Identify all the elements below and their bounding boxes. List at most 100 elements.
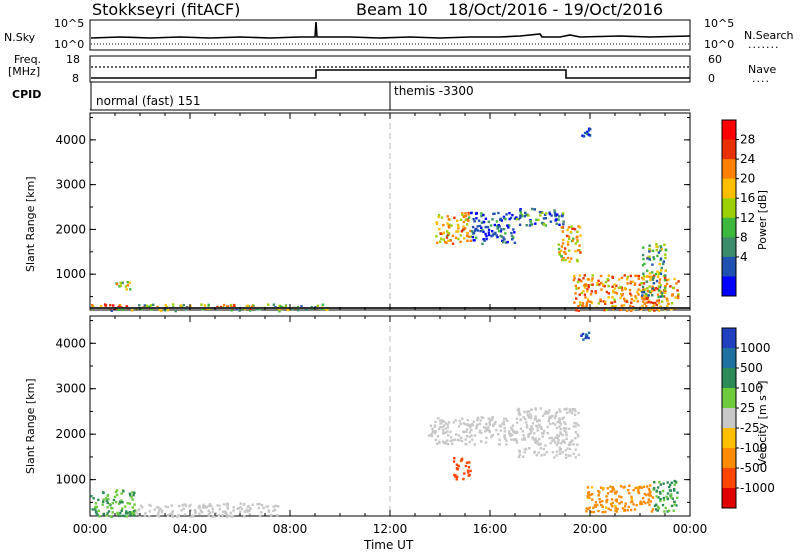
heatmap-cell	[557, 218, 560, 221]
heatmap-cell	[630, 298, 633, 301]
heatmap-cell	[265, 505, 268, 508]
heatmap-cell	[658, 490, 662, 494]
heatmap-cell	[648, 258, 651, 261]
heatmap-cell	[511, 213, 514, 217]
heatmap-cell	[200, 511, 204, 514]
heatmap-cell	[533, 208, 536, 211]
heatmap-cell	[657, 251, 661, 254]
heatmap-cell	[125, 288, 128, 291]
heatmap-cell	[450, 224, 453, 227]
heatmap-cell	[485, 422, 488, 426]
heatmap-cell	[455, 433, 458, 436]
heatmap-cell	[459, 234, 463, 237]
heatmap-cell	[648, 503, 651, 507]
heatmap-cell	[629, 281, 632, 285]
heatmap-cell	[437, 213, 441, 217]
velocity-panel: 1000 2000 3000 4000	[55, 315, 691, 519]
heatmap-cell	[509, 434, 512, 438]
heatmap-cell	[138, 304, 141, 307]
heatmap-cell	[533, 450, 536, 453]
heatmap-cell	[101, 503, 104, 506]
heatmap-cell	[659, 295, 662, 298]
velocity-colorbar-swatch	[722, 328, 736, 349]
heatmap-cell	[238, 309, 241, 312]
heatmap-cell	[537, 443, 541, 446]
heatmap-cell	[451, 442, 454, 445]
heatmap-cell	[189, 515, 192, 518]
heatmap-cell	[437, 417, 440, 420]
heatmap-cell	[588, 506, 591, 509]
heatmap-cell	[273, 508, 277, 512]
heatmap-cell	[635, 486, 639, 489]
heatmap-cell	[626, 282, 629, 285]
heatmap-cell	[654, 301, 657, 305]
heatmap-cell	[565, 234, 569, 238]
heatmap-cell	[516, 218, 519, 221]
heatmap-cell	[614, 492, 617, 495]
heatmap-cell	[431, 427, 434, 430]
heatmap-cell	[659, 257, 663, 260]
heatmap-cell	[663, 288, 667, 291]
heatmap-cell	[652, 276, 655, 279]
heatmap-cell	[675, 282, 678, 285]
heatmap-cell	[552, 438, 556, 442]
heatmap-cell	[650, 301, 653, 304]
heatmap-cell	[662, 260, 666, 263]
freq-trace	[91, 69, 690, 79]
heatmap-cell	[530, 408, 533, 411]
heatmap-cell	[541, 435, 544, 438]
heatmap-cell	[575, 258, 579, 262]
heatmap-cell	[493, 232, 496, 235]
velocity-colorbar: 1000 500 100 25 -25 -100 -500 -1000	[721, 327, 775, 509]
heatmap-cell	[556, 420, 559, 424]
heatmap-cell	[503, 436, 506, 439]
heatmap-cell	[482, 238, 485, 241]
heatmap-cell	[508, 217, 511, 221]
heatmap-cell	[655, 248, 658, 252]
heatmap-cell	[648, 250, 651, 253]
heatmap-cell	[630, 495, 633, 499]
heatmap-cell	[499, 218, 502, 222]
heatmap-cell	[484, 217, 488, 220]
heatmap-cell	[229, 511, 232, 515]
heatmap-cell	[523, 448, 527, 451]
heatmap-cell	[577, 309, 580, 312]
heatmap-cell	[194, 511, 197, 515]
heatmap-cell	[673, 483, 676, 486]
heatmap-cell	[267, 509, 271, 512]
power-cluster-7	[557, 225, 582, 263]
heatmap-cell	[239, 510, 242, 513]
heatmap-cell	[501, 239, 504, 242]
heatmap-cell	[182, 507, 186, 510]
heatmap-cell	[534, 408, 538, 411]
heatmap-cell	[131, 498, 134, 501]
heatmap-cell	[574, 242, 577, 245]
nsearch-tick-top: 10^5	[704, 17, 735, 30]
heatmap-cell	[627, 489, 630, 492]
heatmap-cell	[618, 278, 621, 281]
heatmap-cell	[125, 510, 128, 513]
heatmap-cell	[649, 277, 652, 280]
heatmap-cell	[128, 502, 131, 505]
heatmap-cell	[170, 512, 174, 515]
heatmap-cell	[668, 485, 671, 489]
heatmap-cell	[537, 218, 540, 222]
heatmap-cell	[651, 508, 655, 511]
heatmap-cell	[515, 431, 518, 435]
heatmap-cell	[670, 493, 673, 496]
heatmap-cell	[528, 447, 531, 450]
velocity-colorbar-swatch	[722, 468, 736, 489]
heatmap-cell	[604, 506, 608, 509]
heatmap-cell	[661, 503, 665, 507]
heatmap-cell	[519, 418, 523, 421]
heatmap-cell	[475, 228, 478, 231]
heatmap-cell	[473, 434, 477, 437]
heatmap-cell	[491, 234, 494, 237]
heatmap-cell	[447, 232, 451, 235]
heatmap-cell	[577, 411, 580, 415]
heatmap-cell	[612, 289, 615, 292]
heatmap-cell	[118, 285, 121, 288]
heatmap-cell	[126, 281, 129, 284]
heatmap-cell	[549, 416, 552, 420]
heatmap-cell	[643, 492, 646, 496]
